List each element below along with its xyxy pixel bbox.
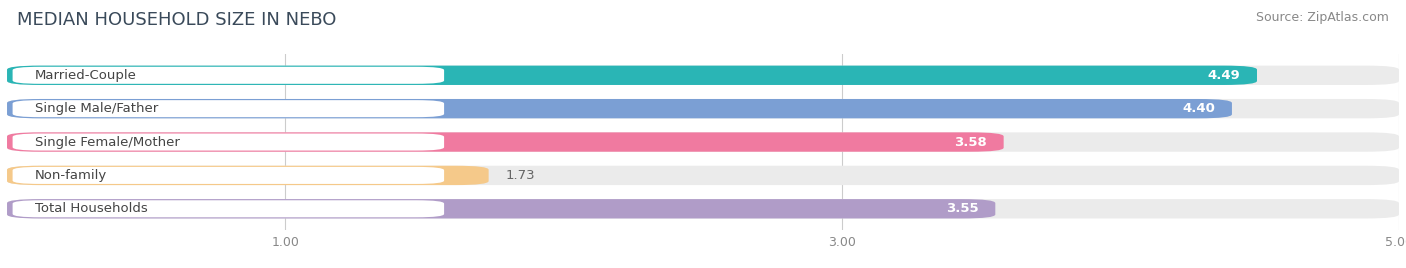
Text: 4.40: 4.40	[1182, 102, 1215, 115]
FancyBboxPatch shape	[7, 99, 1399, 118]
FancyBboxPatch shape	[13, 133, 444, 151]
FancyBboxPatch shape	[7, 199, 995, 218]
Text: 4.49: 4.49	[1208, 69, 1240, 82]
FancyBboxPatch shape	[13, 100, 444, 117]
Text: Non-family: Non-family	[35, 169, 107, 182]
Text: Single Male/Father: Single Male/Father	[35, 102, 157, 115]
FancyBboxPatch shape	[7, 166, 1399, 185]
FancyBboxPatch shape	[7, 66, 1257, 85]
Text: Total Households: Total Households	[35, 202, 148, 215]
Text: 3.55: 3.55	[946, 202, 979, 215]
FancyBboxPatch shape	[7, 166, 489, 185]
Text: Source: ZipAtlas.com: Source: ZipAtlas.com	[1256, 11, 1389, 24]
FancyBboxPatch shape	[13, 200, 444, 217]
Text: Married-Couple: Married-Couple	[35, 69, 136, 82]
FancyBboxPatch shape	[13, 67, 444, 84]
FancyBboxPatch shape	[7, 132, 1004, 152]
Text: 3.58: 3.58	[955, 136, 987, 148]
FancyBboxPatch shape	[7, 99, 1232, 118]
Text: MEDIAN HOUSEHOLD SIZE IN NEBO: MEDIAN HOUSEHOLD SIZE IN NEBO	[17, 11, 336, 29]
Text: Single Female/Mother: Single Female/Mother	[35, 136, 180, 148]
FancyBboxPatch shape	[13, 167, 444, 184]
Text: 1.73: 1.73	[505, 169, 534, 182]
FancyBboxPatch shape	[7, 66, 1399, 85]
FancyBboxPatch shape	[7, 132, 1399, 152]
FancyBboxPatch shape	[7, 199, 1399, 218]
